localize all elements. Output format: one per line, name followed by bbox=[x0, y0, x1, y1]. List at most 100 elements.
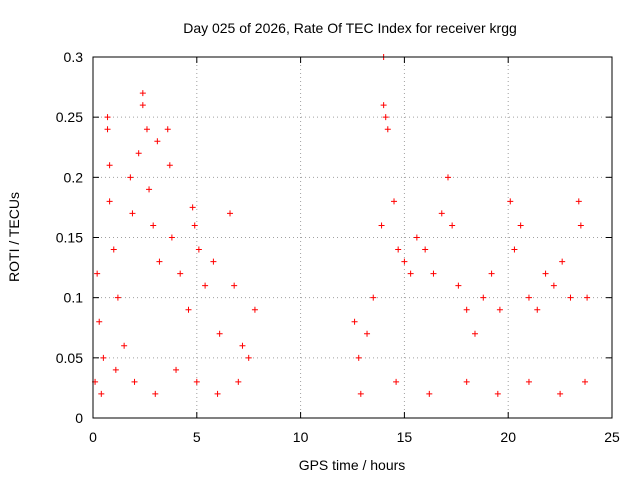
data-point bbox=[507, 198, 514, 205]
data-point bbox=[94, 270, 101, 277]
data-point bbox=[444, 174, 451, 181]
data-point bbox=[146, 186, 153, 193]
data-point bbox=[407, 270, 414, 277]
data-point bbox=[511, 246, 518, 253]
data-point bbox=[584, 294, 591, 301]
data-point bbox=[534, 306, 541, 313]
data-point bbox=[168, 234, 175, 241]
data-point bbox=[185, 306, 192, 313]
data-point bbox=[471, 330, 478, 337]
data-point bbox=[104, 114, 111, 121]
data-point bbox=[430, 270, 437, 277]
data-point bbox=[150, 222, 157, 229]
data-point bbox=[364, 330, 371, 337]
data-point bbox=[357, 390, 364, 397]
data-point bbox=[380, 102, 387, 109]
data-point bbox=[129, 210, 136, 217]
data-point bbox=[455, 282, 462, 289]
x-tick-label: 5 bbox=[193, 429, 201, 445]
data-point bbox=[154, 138, 161, 145]
data-point bbox=[378, 222, 385, 229]
data-point bbox=[156, 258, 163, 265]
data-point bbox=[480, 294, 487, 301]
data-point bbox=[191, 222, 198, 229]
data-point bbox=[577, 222, 584, 229]
data-point bbox=[382, 114, 389, 121]
data-marks bbox=[92, 54, 591, 397]
data-point bbox=[112, 366, 119, 373]
data-point bbox=[195, 246, 202, 253]
chart-title: Day 025 of 2026, Rate Of TEC Index for r… bbox=[183, 20, 517, 36]
data-point bbox=[216, 330, 223, 337]
x-tick-label: 15 bbox=[397, 429, 413, 445]
data-point bbox=[426, 390, 433, 397]
x-tick-label: 25 bbox=[604, 429, 620, 445]
data-point bbox=[582, 378, 589, 385]
data-point bbox=[517, 222, 524, 229]
data-point bbox=[239, 342, 246, 349]
x-tick-label: 10 bbox=[293, 429, 309, 445]
data-point bbox=[131, 378, 138, 385]
data-point bbox=[110, 246, 117, 253]
data-point bbox=[106, 198, 113, 205]
data-point bbox=[438, 210, 445, 217]
data-point bbox=[559, 258, 566, 265]
axis-ticks bbox=[92, 56, 613, 419]
data-point bbox=[104, 126, 111, 133]
data-point bbox=[164, 126, 171, 133]
data-point bbox=[106, 162, 113, 169]
data-point bbox=[127, 174, 134, 181]
data-point bbox=[463, 378, 470, 385]
data-point bbox=[449, 222, 456, 229]
tick-labels: 0 5 10 15 20 25 0 0.05 0.1 0.15 0.2 0.25 0.3 bbox=[56, 49, 620, 445]
data-point bbox=[395, 246, 402, 253]
y-tick-label: 0.15 bbox=[56, 230, 83, 246]
data-point bbox=[542, 270, 549, 277]
data-point bbox=[135, 150, 142, 157]
data-point bbox=[251, 306, 258, 313]
grid bbox=[93, 57, 612, 418]
data-point bbox=[152, 390, 159, 397]
data-point bbox=[550, 282, 557, 289]
y-tick-label: 0.2 bbox=[64, 169, 84, 185]
data-point bbox=[351, 318, 358, 325]
data-point bbox=[384, 126, 391, 133]
data-point bbox=[525, 294, 532, 301]
data-point bbox=[193, 378, 200, 385]
data-point bbox=[231, 282, 238, 289]
data-point bbox=[422, 246, 429, 253]
data-point bbox=[100, 354, 107, 361]
data-point bbox=[401, 258, 408, 265]
data-point bbox=[214, 390, 221, 397]
data-point bbox=[227, 210, 234, 217]
x-tick-label: 20 bbox=[500, 429, 516, 445]
data-point bbox=[166, 162, 173, 169]
x-axis-label: GPS time / hours bbox=[299, 457, 406, 473]
data-point bbox=[525, 378, 532, 385]
data-point bbox=[98, 390, 105, 397]
data-point bbox=[121, 342, 128, 349]
data-point bbox=[463, 306, 470, 313]
data-point bbox=[202, 282, 209, 289]
data-point bbox=[557, 390, 564, 397]
data-point bbox=[143, 126, 150, 133]
data-point bbox=[210, 258, 217, 265]
data-point bbox=[96, 318, 103, 325]
data-point bbox=[245, 354, 252, 361]
data-point bbox=[139, 90, 146, 97]
y-tick-label: 0.05 bbox=[56, 350, 83, 366]
data-point bbox=[189, 204, 196, 211]
data-point bbox=[575, 198, 582, 205]
y-tick-label: 0.1 bbox=[64, 290, 84, 306]
data-point bbox=[114, 294, 121, 301]
data-point bbox=[235, 378, 242, 385]
y-axis-label: ROTI / TECUs bbox=[6, 192, 22, 282]
y-tick-label: 0.3 bbox=[64, 49, 84, 65]
data-point bbox=[391, 198, 398, 205]
data-point bbox=[494, 390, 501, 397]
data-point bbox=[488, 270, 495, 277]
data-point bbox=[173, 366, 180, 373]
data-point bbox=[496, 306, 503, 313]
data-point bbox=[355, 354, 362, 361]
